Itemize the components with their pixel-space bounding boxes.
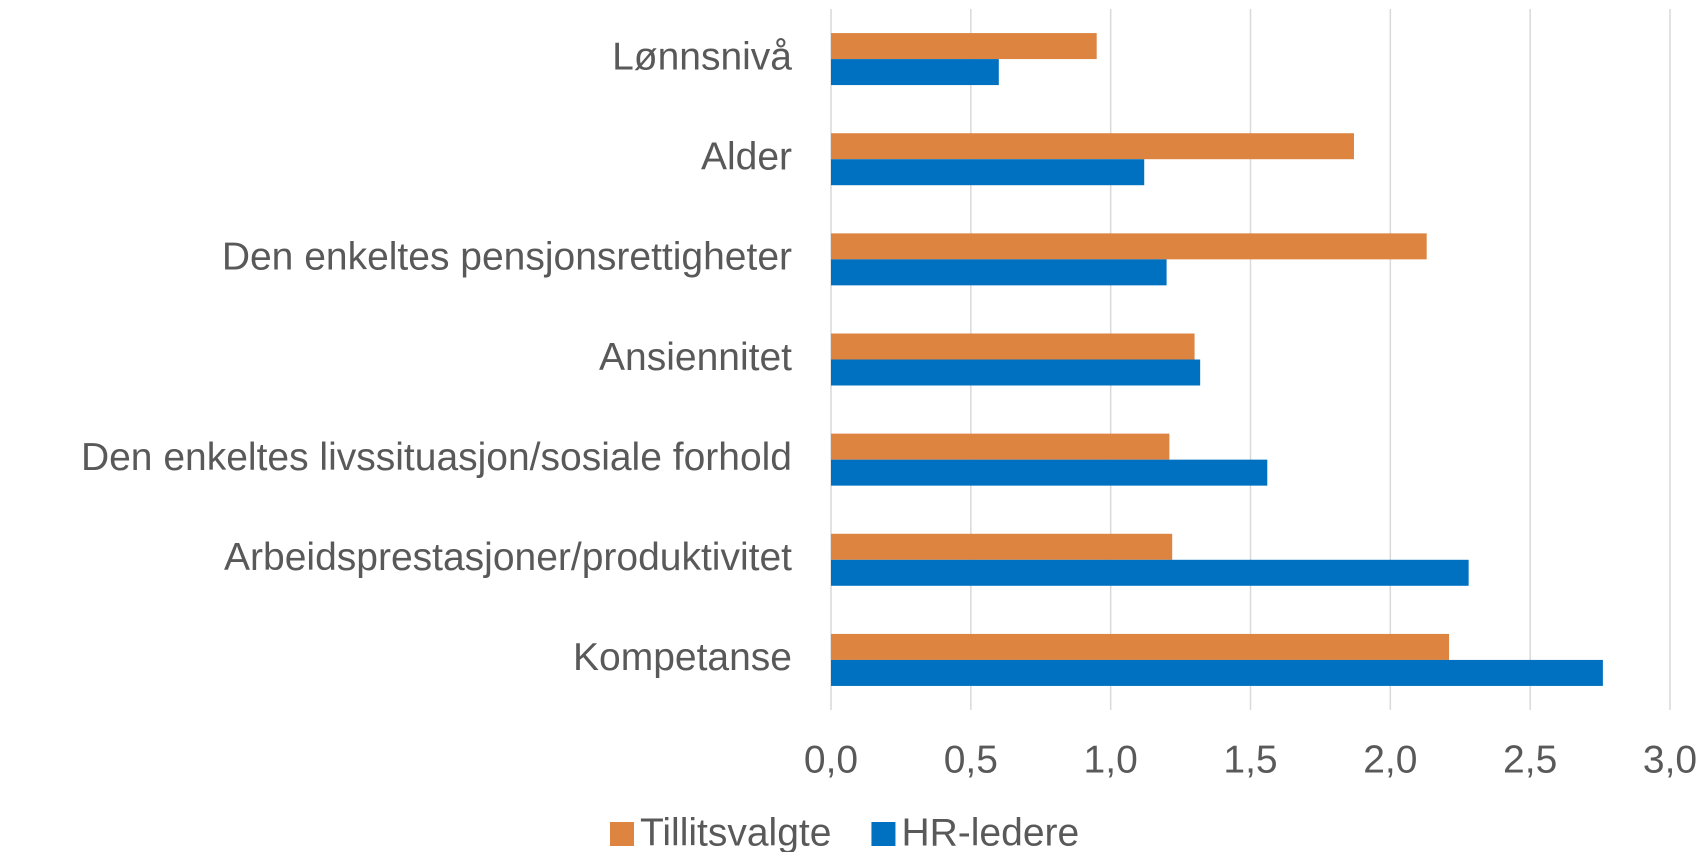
x-tick-label: 1,0 xyxy=(1084,738,1138,781)
y-tick-label: Alder xyxy=(701,136,792,179)
y-tick-label: Arbeidsprestasjoner/produktivitet xyxy=(224,536,792,579)
bar xyxy=(831,559,1469,586)
bar xyxy=(831,459,1268,486)
legend-label: Tillitsvalgte xyxy=(640,811,831,852)
bar xyxy=(831,333,1195,360)
y-tick-label: Ansiennitet xyxy=(599,336,792,379)
x-tick-label: 2,5 xyxy=(1503,738,1557,781)
bar xyxy=(831,59,999,86)
bar xyxy=(831,33,1097,60)
legend-label: HR-ledere xyxy=(901,811,1079,852)
legend-swatch xyxy=(610,822,634,846)
bar xyxy=(831,533,1173,560)
y-tick-label: Den enkeltes pensjonsrettigheter xyxy=(222,236,792,279)
bar xyxy=(831,659,1603,686)
x-tick-label: 2,0 xyxy=(1363,738,1417,781)
x-tick-label: 1,5 xyxy=(1223,738,1277,781)
bar xyxy=(831,159,1145,186)
y-tick-label: Den enkeltes livssituasjon/sosiale forho… xyxy=(81,436,792,479)
y-tick-label: Lønnsnivå xyxy=(612,35,792,78)
x-tick-label: 0,5 xyxy=(944,738,998,781)
bar xyxy=(831,233,1427,260)
x-tick-label: 3,0 xyxy=(1643,738,1697,781)
x-tick-label: 0,0 xyxy=(804,738,858,781)
bar xyxy=(831,633,1450,660)
bar xyxy=(831,359,1201,386)
bar xyxy=(831,259,1167,286)
bar xyxy=(831,133,1354,160)
y-tick-label: Kompetanse xyxy=(573,636,792,679)
bar xyxy=(831,433,1170,460)
legend-swatch xyxy=(871,822,896,846)
